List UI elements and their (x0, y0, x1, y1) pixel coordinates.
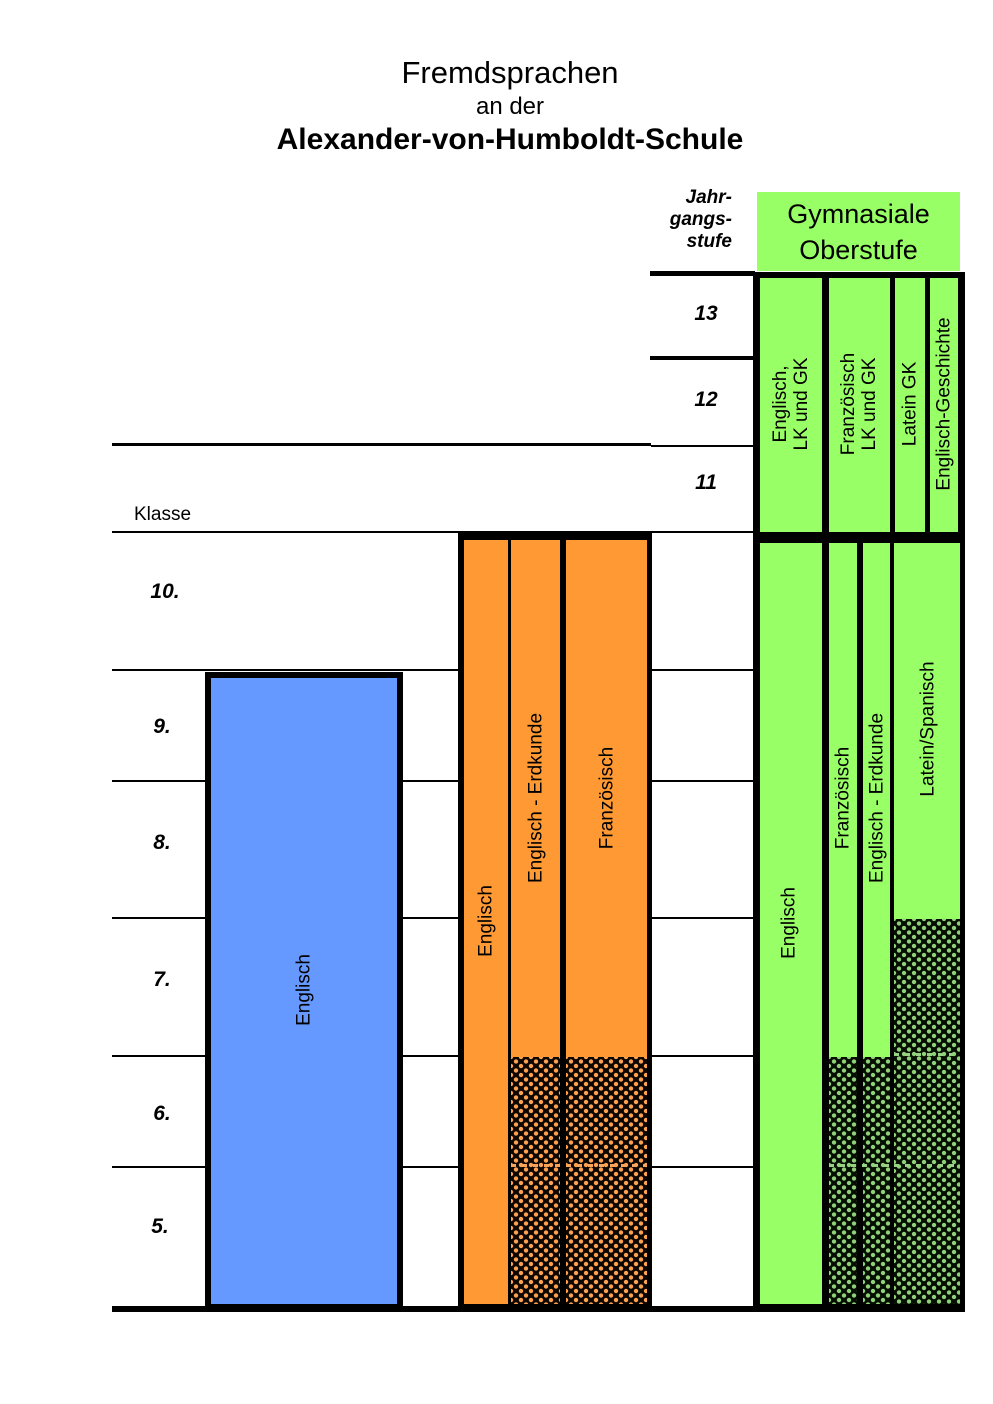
bar-label-oberstufe-franzoesisch: Französisch LK und GK (838, 353, 880, 455)
row-label-9: 9. (153, 715, 171, 738)
bar-label-oberstufe-englisch-line2: LK und GK (791, 357, 812, 451)
row-label-11: 11 (695, 471, 717, 494)
bar-label-oberstufe-englisch-line1: Englisch, (770, 365, 791, 443)
grid-line-13-12 (650, 356, 755, 360)
bar-green-englisch-erdkunde-hatched (863, 1057, 890, 1304)
bar-oberstufe-englisch-geschichte (930, 278, 958, 532)
bar-label-green-englisch-erdkunde: Englisch - Erdkunde (866, 712, 888, 884)
row-label-12: 12 (694, 388, 718, 411)
bar-oberstufe-franzoesisch (829, 278, 890, 532)
row-label-13: 13 (694, 302, 718, 325)
bar-orange-franzoesisch-hatched (566, 1057, 647, 1304)
bar-label-oberstufe-latein: Latein GK (899, 361, 921, 447)
school-name: Alexander-von-Humboldt-Schule (276, 123, 744, 156)
row-label-8: 8. (153, 831, 171, 854)
row-label-6: 6. (153, 1102, 171, 1125)
jahrgangsstufe-axis-label-line2: gangs- (669, 209, 732, 230)
title-block: Fremdsprachen an der Alexander-von-Humbo… (110, 55, 910, 157)
grid-line-8-7 (112, 917, 755, 919)
green-columns-group (753, 537, 965, 1310)
grid-line-10-9 (112, 669, 755, 671)
jahrgangsstufe-axis-label-line3: stufe (686, 231, 732, 252)
bar-label-orange-franzoesisch: Französisch (596, 746, 618, 850)
row-label-5: 5. (151, 1215, 169, 1238)
bar-label-orange-englisch: Englisch (475, 885, 497, 957)
dashed-line-green-7-6 (894, 1053, 960, 1056)
bar-label-oberstufe-franzoesisch-line2: LK und GK (859, 357, 880, 451)
bar-orange-englisch-erdkunde (511, 540, 560, 1057)
dashed-line-green-6-5-a (829, 1164, 890, 1167)
dashed-line-green-6-5-b (894, 1164, 960, 1167)
bar-green-englisch (760, 543, 822, 1304)
bar-green-englisch-erdkunde (863, 543, 890, 1057)
bar-orange-franzoesisch (566, 540, 647, 1057)
title-line-2: an der (475, 93, 545, 120)
bar-blue-englisch (205, 672, 403, 1310)
grid-line-9-8 (112, 780, 755, 782)
bar-label-oberstufe-englisch: Englisch, LK und GK (770, 358, 812, 451)
row-label-7: 7. (153, 968, 171, 991)
bar-oberstufe-latein (895, 278, 925, 532)
bar-green-latein-spanisch-hatched (894, 919, 960, 1304)
klasse-axis-label: Klasse (134, 504, 192, 525)
grid-line-12-11-right (651, 445, 755, 447)
grid-line-6-5 (112, 1166, 755, 1168)
jahrgangsstufe-axis-label: Jahr- gangs- stufe (600, 187, 732, 253)
grid-line-7-6 (112, 1055, 755, 1057)
row-label-10: 10. (150, 580, 180, 603)
gymnasiale-oberstufe-header: Gymnasiale Oberstufe (757, 192, 960, 271)
title-line-1: Fremdsprachen (401, 55, 619, 90)
bar-label-oberstufe-franzoesisch-line1: Französisch (838, 352, 859, 456)
grid-line-klasse (112, 531, 755, 533)
dashed-line-orange-6-5 (511, 1164, 647, 1167)
jahrgangsstufe-axis-label-line1: Jahr- (685, 187, 732, 208)
orange-columns-group (458, 533, 652, 1310)
bar-label-blue-englisch: Englisch (293, 954, 315, 1026)
bar-label-green-latein-spanisch: Latein/Spanisch (917, 661, 939, 797)
oberstufe-columns-group (753, 272, 965, 537)
bar-green-franzoesisch (829, 543, 857, 1057)
bar-orange-englisch (464, 540, 508, 1304)
gymnasiale-oberstufe-header-line2: Oberstufe (799, 235, 918, 265)
bar-label-green-englisch: Englisch (778, 887, 800, 959)
bar-green-franzoesisch-hatched (829, 1057, 857, 1304)
bar-label-orange-englisch-erdkunde: Englisch - Erdkunde (525, 712, 547, 884)
grid-line-12-11-left (112, 443, 651, 446)
bar-green-latein-spanisch (894, 543, 960, 919)
gymnasiale-oberstufe-header-line1: Gymnasiale (787, 199, 930, 229)
bar-orange-englisch-erdkunde-hatched (511, 1057, 560, 1304)
bar-label-green-franzoesisch: Französisch (832, 746, 854, 850)
bar-label-oberstufe-englisch-geschichte: Englisch-Geschichte (933, 317, 955, 491)
grid-line-top-13 (650, 271, 755, 276)
bar-oberstufe-englisch (760, 278, 822, 532)
